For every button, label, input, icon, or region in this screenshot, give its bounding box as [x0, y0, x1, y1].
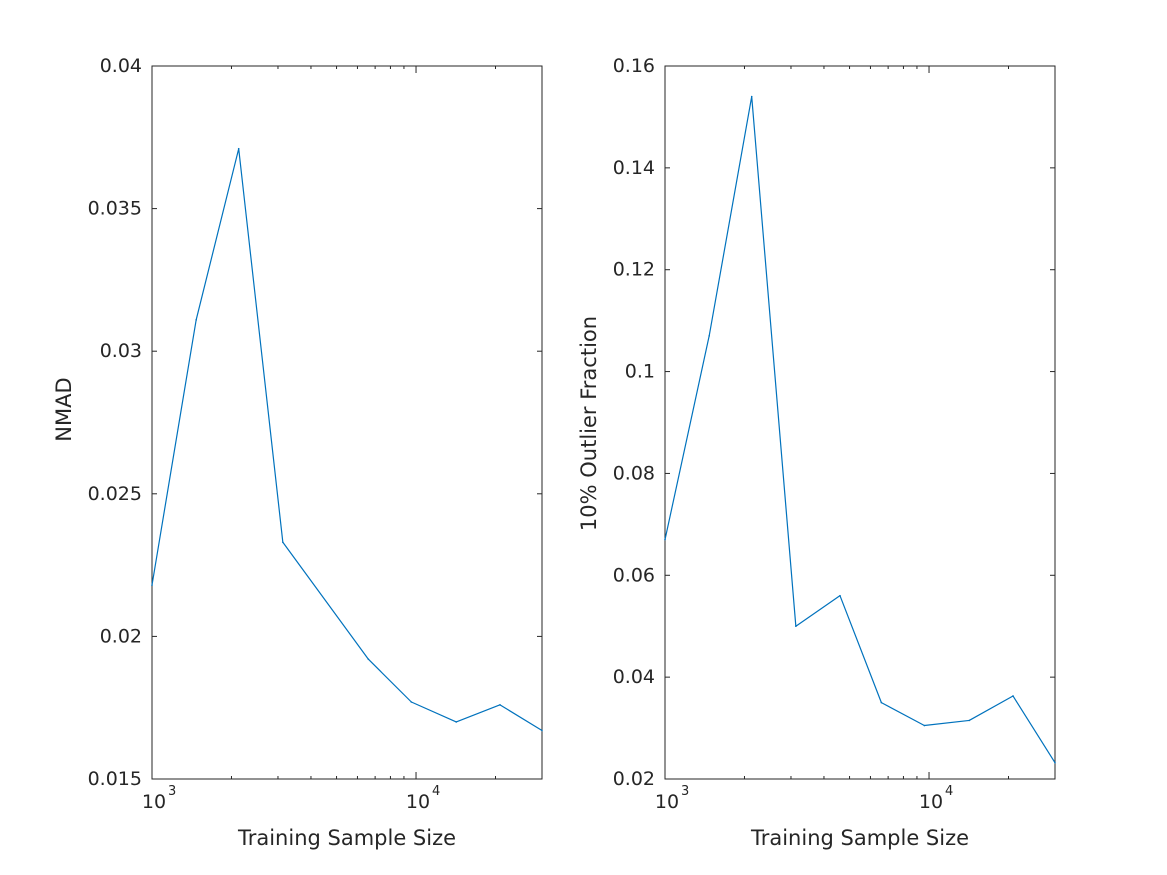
chart1-ytick-label: 0.12 — [613, 259, 655, 281]
chart1-x-axis-label: Training Sample Size — [750, 826, 969, 850]
chart0-xtick-label-base: 10 — [142, 791, 166, 813]
chart1-series-0-point — [1054, 761, 1056, 764]
chart1-series-0-point — [708, 335, 710, 337]
chart1-series-0-point — [880, 701, 883, 704]
chart1-ytick-label: 0.14 — [613, 157, 655, 179]
chart1-ytick-label: 0.04 — [613, 666, 655, 688]
chart0-xtick-label-exponent: 4 — [432, 784, 440, 799]
chart1-xtick-label-base: 10 — [919, 791, 943, 813]
chart1-series-0-point — [839, 594, 841, 597]
chart1-ytick-label: 0.02 — [613, 768, 655, 790]
chart0-axes-box — [151, 65, 543, 780]
chart0-xtick-label-base: 10 — [406, 791, 430, 813]
chart1-axes-box — [664, 65, 1056, 780]
chart0-ytick-label: 0.015 — [88, 768, 142, 790]
chart1-series-0-point — [664, 538, 666, 541]
chart1-series-0-point — [923, 724, 926, 727]
chart1-series-0-point — [968, 719, 971, 722]
chart0-series-0-point — [410, 701, 413, 703]
chart0-ytick-label: 0.025 — [88, 483, 142, 505]
chart1-series-0-point — [750, 95, 753, 98]
chart1-series-0-point — [795, 625, 797, 628]
chart0-series-0-point — [455, 721, 458, 723]
chart0-series-0-point — [499, 704, 501, 706]
chart1-xtick-label-exponent: 3 — [681, 784, 689, 799]
chart1-xtick-label-exponent: 4 — [945, 784, 953, 799]
chart1-series-0-line — [664, 95, 1056, 764]
chart1-ytick-label: 0.08 — [613, 462, 655, 484]
chart0-x-axis-label: Training Sample Size — [237, 826, 456, 850]
chart1-series-0-point — [1012, 695, 1014, 697]
chart0-ytick-label: 0.02 — [100, 625, 142, 647]
chart1-ytick-label: 0.16 — [613, 55, 655, 77]
chart0-xtick-label-exponent: 3 — [168, 784, 176, 799]
chart0-series-0-point — [282, 541, 284, 544]
chart0-ytick-label: 0.04 — [100, 55, 142, 77]
chart0-series-0-point — [367, 658, 370, 661]
chart0-y-axis-label: NMAD — [52, 377, 76, 441]
chart0-series-0-point — [541, 729, 543, 732]
chart0-ytick-label: 0.03 — [100, 340, 142, 362]
chart1-y-axis-label: 10% Outlier Fraction — [577, 316, 601, 531]
chart1-ytick-label: 0.06 — [613, 564, 655, 586]
chart0-series-0-point — [237, 147, 240, 150]
chart1-xtick-label-base: 10 — [655, 791, 679, 813]
chart0-ytick-label: 0.035 — [88, 198, 142, 220]
chart1-ytick-label: 0.1 — [625, 361, 655, 383]
chart0-series-0-point — [195, 319, 197, 321]
chart0-series-0-point — [151, 584, 153, 586]
